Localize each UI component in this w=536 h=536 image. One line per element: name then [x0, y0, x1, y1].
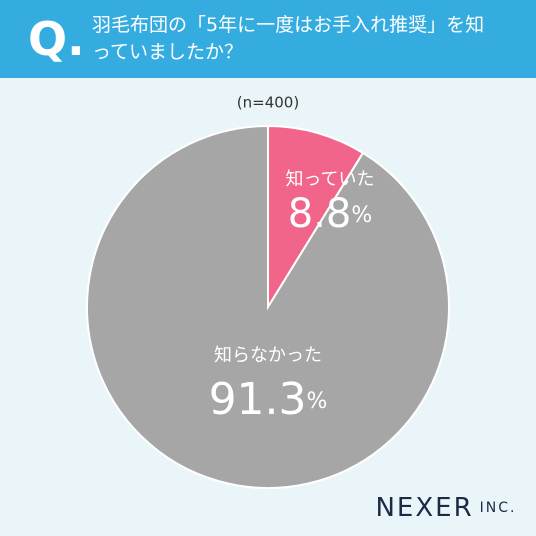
sample-size: (n=400)	[237, 94, 299, 112]
value-number: 8.8	[288, 191, 352, 237]
brand: NEXER INC.	[375, 493, 516, 523]
pie-slice	[86, 124, 450, 489]
brand-name: NEXER	[375, 493, 473, 523]
value-number: 91.3	[209, 374, 307, 425]
header-bar	[0, 0, 536, 78]
slice-value: 91.3%	[209, 374, 328, 425]
slice-label: 知っていた	[285, 169, 374, 190]
value-unit: %	[351, 203, 372, 228]
value-unit: %	[307, 389, 328, 414]
slice-value: 8.8%	[288, 191, 373, 237]
pie-slice	[267, 124, 365, 311]
question-mark: Q.	[28, 12, 85, 66]
chart-title: 羽毛布団の「5年に一度はお手入れ推奨」を知っていましたか？	[92, 14, 485, 63]
slice-label: 知らなかった	[214, 345, 322, 366]
brand-suffix: INC.	[480, 500, 517, 516]
